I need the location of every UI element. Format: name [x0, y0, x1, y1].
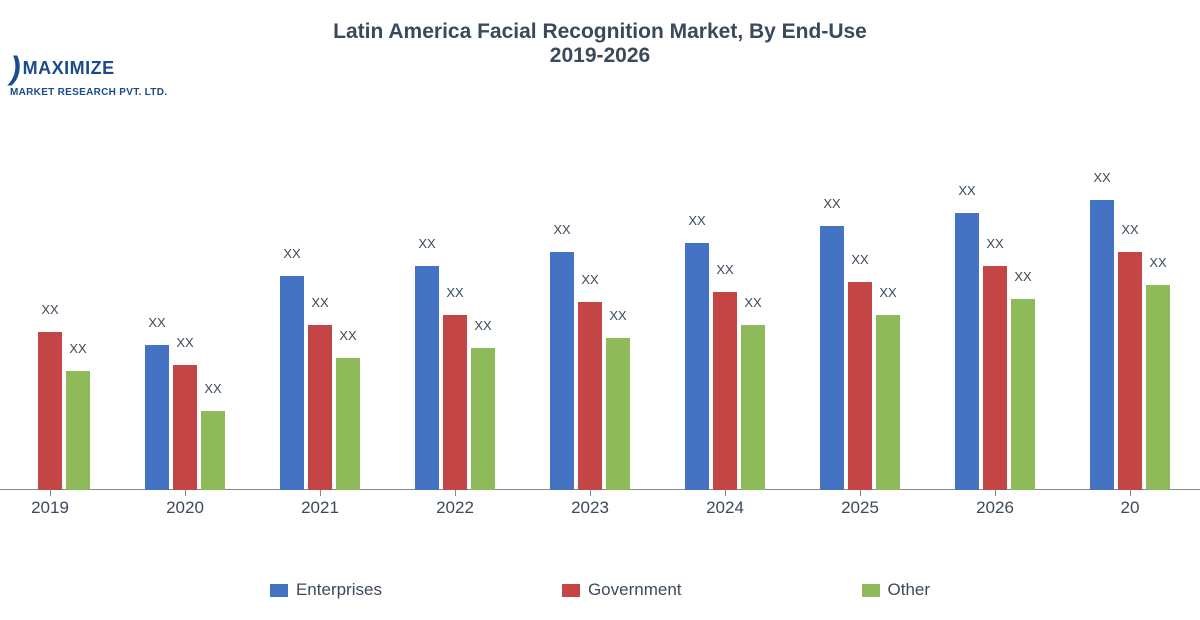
bar-enterprises	[145, 345, 169, 490]
year-label: 2022	[410, 498, 500, 518]
bar-other	[66, 371, 90, 490]
bar-enterprises	[955, 213, 979, 490]
bar-value-label: XX	[36, 302, 64, 317]
chart-legend: Enterprises Government Other	[0, 580, 1200, 600]
bar-enterprises	[550, 252, 574, 490]
bar-government	[713, 292, 737, 490]
year-label: 20	[1085, 498, 1175, 518]
bar-value-label: XX	[953, 183, 981, 198]
chart-title-line2: 2019-2026	[0, 44, 1200, 68]
bar-enterprises	[1090, 200, 1114, 490]
bar-value-label: XX	[711, 262, 739, 277]
bar-value-label: XX	[981, 236, 1009, 251]
year-label: 2020	[140, 498, 230, 518]
bar-value-label: XX	[1116, 222, 1144, 237]
bar-other	[336, 358, 360, 490]
bar-value-label: XX	[548, 222, 576, 237]
bar-value-label: XX	[278, 246, 306, 261]
axis-tick	[320, 490, 321, 496]
axis-tick	[590, 490, 591, 496]
bar-other	[876, 315, 900, 490]
bar-other	[1146, 285, 1170, 490]
bar-value-label: XX	[64, 341, 92, 356]
chart-plot-area: XX XX 2019 XX XX XX 2020 XX XX XX 2021 XX XX XX 2022 XX…	[0, 120, 1200, 520]
bar-value-label: XX	[846, 252, 874, 267]
bar-government	[578, 302, 602, 490]
year-label: 2026	[950, 498, 1040, 518]
bar-enterprises	[415, 266, 439, 490]
bar-value-label: XX	[413, 236, 441, 251]
bar-value-label: XX	[1144, 255, 1172, 270]
legend-swatch-icon	[270, 584, 288, 597]
bar-value-label: XX	[683, 213, 711, 228]
bar-value-label: XX	[306, 295, 334, 310]
bar-government	[983, 266, 1007, 490]
axis-tick	[50, 490, 51, 496]
year-label: 2025	[815, 498, 905, 518]
logo-name-text: MAXIMIZE	[23, 58, 115, 79]
chart-title: Latin America Facial Recognition Market,…	[0, 20, 1200, 68]
legend-item: Government	[562, 580, 682, 600]
bar-value-label: XX	[171, 335, 199, 350]
bar-value-label: XX	[576, 272, 604, 287]
axis-tick	[995, 490, 996, 496]
legend-label: Government	[588, 580, 682, 600]
legend-item: Other	[862, 580, 931, 600]
chart-title-line1: Latin America Facial Recognition Market,…	[0, 20, 1200, 44]
bar-value-label: XX	[441, 285, 469, 300]
bar-value-label: XX	[604, 308, 632, 323]
bar-value-label: XX	[1088, 170, 1116, 185]
bar-other	[1011, 299, 1035, 490]
axis-tick	[1130, 490, 1131, 496]
bar-value-label: XX	[874, 285, 902, 300]
legend-item: Enterprises	[270, 580, 382, 600]
bar-value-label: XX	[199, 381, 227, 396]
logo-top-row: ) MAXIMIZE	[10, 50, 175, 87]
bar-other	[741, 325, 765, 490]
legend-label: Other	[888, 580, 931, 600]
brand-logo: ) MAXIMIZE MARKET RESEARCH PVT. LTD.	[10, 50, 175, 98]
bar-other	[471, 348, 495, 490]
logo-accent-icon: )	[10, 50, 21, 87]
bar-value-label: XX	[739, 295, 767, 310]
axis-tick	[455, 490, 456, 496]
bar-government	[173, 365, 197, 490]
bar-value-label: XX	[334, 328, 362, 343]
bar-enterprises	[820, 226, 844, 490]
bar-government	[443, 315, 467, 490]
bar-value-label: XX	[469, 318, 497, 333]
year-label: 2024	[680, 498, 770, 518]
bar-other	[201, 411, 225, 490]
bar-enterprises	[280, 276, 304, 491]
year-label: 2019	[5, 498, 95, 518]
bar-enterprises	[685, 243, 709, 491]
legend-swatch-icon	[862, 584, 880, 597]
logo-subtitle: MARKET RESEARCH PVT. LTD.	[10, 87, 175, 98]
bar-government	[308, 325, 332, 490]
axis-tick	[860, 490, 861, 496]
axis-tick	[725, 490, 726, 496]
bar-government	[848, 282, 872, 490]
bar-government	[1118, 252, 1142, 490]
year-label: 2021	[275, 498, 365, 518]
bar-value-label: XX	[818, 196, 846, 211]
bar-value-label: XX	[143, 315, 171, 330]
axis-tick	[185, 490, 186, 496]
year-label: 2023	[545, 498, 635, 518]
bar-other	[606, 338, 630, 490]
legend-swatch-icon	[562, 584, 580, 597]
bar-value-label: XX	[1009, 269, 1037, 284]
bar-government	[38, 332, 62, 490]
legend-label: Enterprises	[296, 580, 382, 600]
